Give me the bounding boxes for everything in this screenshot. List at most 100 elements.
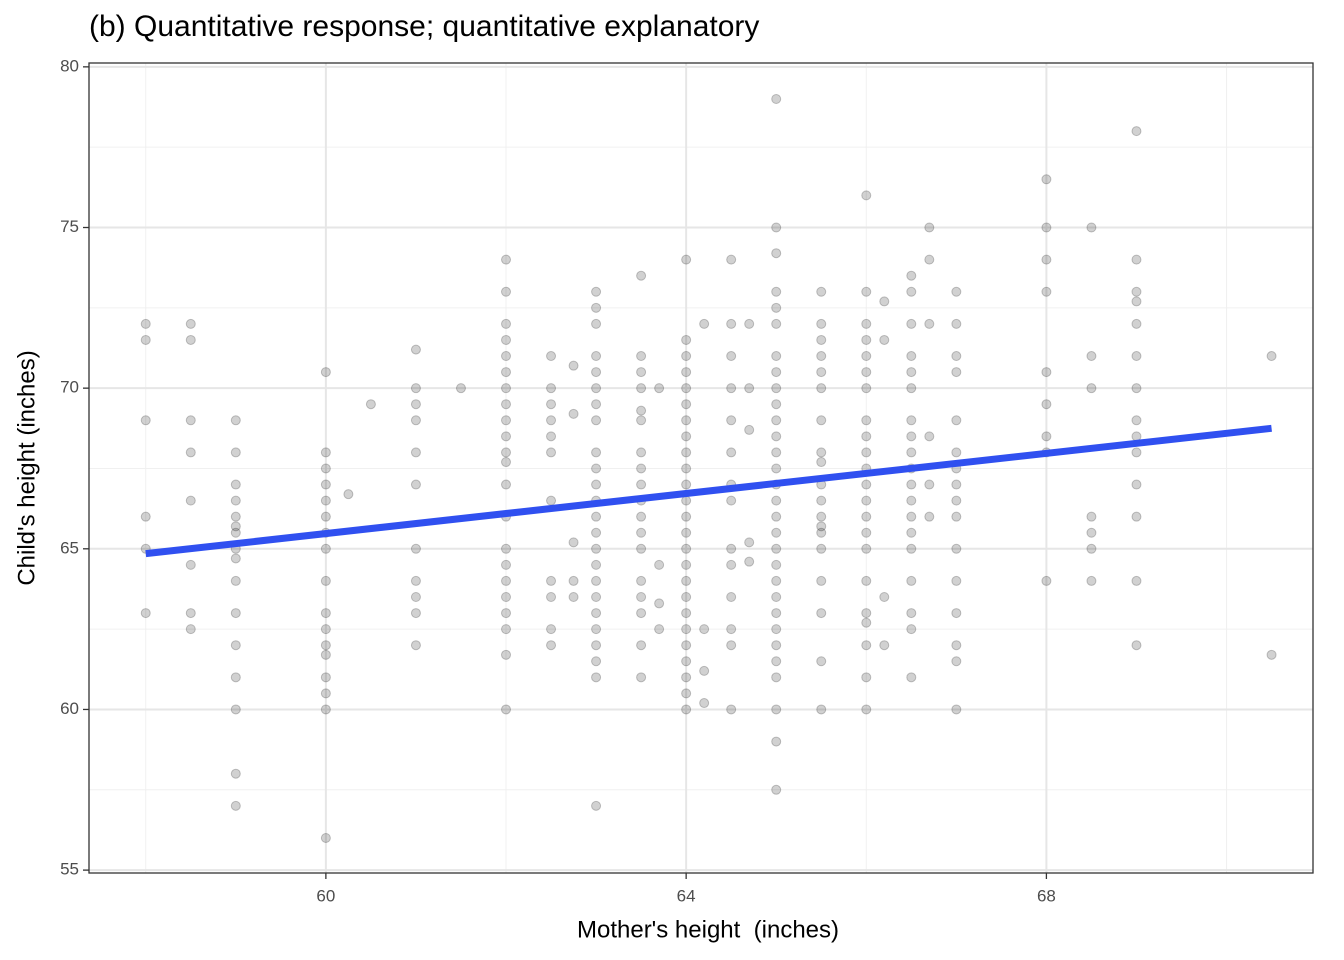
point [1131,511,1142,522]
point [501,254,512,265]
point [726,415,737,426]
point [861,318,872,329]
point [861,383,872,394]
y-tick-label: 75 [60,217,79,236]
point [771,608,782,619]
point [951,479,962,490]
point [591,608,602,619]
point [861,608,872,619]
point [185,318,196,329]
point [636,351,647,362]
point [681,688,692,699]
point [320,649,331,660]
point [343,489,354,500]
point [681,415,692,426]
point [951,447,962,458]
point [906,415,917,426]
point [816,543,827,554]
point [410,399,421,410]
point [230,672,241,683]
point [951,704,962,715]
point [771,367,782,378]
point [951,511,962,522]
point [771,704,782,715]
point [816,656,827,667]
point [591,415,602,426]
point [924,511,935,522]
point [681,463,692,474]
point [1131,286,1142,297]
point [591,383,602,394]
point [906,624,917,635]
point [816,351,827,362]
point [771,286,782,297]
point [501,431,512,442]
point [320,479,331,490]
grid [89,63,1313,873]
point [681,334,692,345]
point [861,286,872,297]
point [636,672,647,683]
x-tick-label: 68 [1037,886,1056,905]
point [726,447,737,458]
point [1086,511,1097,522]
point [924,479,935,490]
point [726,495,737,506]
point [636,479,647,490]
point [455,383,466,394]
point [1131,126,1142,137]
point [230,800,241,811]
point [879,592,890,603]
point [906,479,917,490]
point [726,640,737,651]
point [771,784,782,795]
point [744,556,755,567]
point [230,511,241,522]
point [816,318,827,329]
point [320,543,331,554]
point [861,527,872,538]
point [681,656,692,667]
y-tick-label: 60 [60,699,79,718]
point [726,592,737,603]
point [1266,649,1277,660]
point [816,527,827,538]
point [654,624,665,635]
point [591,624,602,635]
point [681,447,692,458]
point [140,318,151,329]
point [568,360,579,371]
point [320,832,331,843]
point [771,318,782,329]
point [771,399,782,410]
point [546,447,557,458]
point [501,415,512,426]
point [861,543,872,554]
point [230,527,241,538]
point [924,318,935,329]
point [591,511,602,522]
point [771,302,782,313]
point [861,431,872,442]
point [681,511,692,522]
point [861,575,872,586]
point [951,415,962,426]
point [681,495,692,506]
point [140,334,151,345]
point [816,495,827,506]
point [546,575,557,586]
point [771,463,782,474]
point [1131,447,1142,458]
point [185,447,196,458]
point [1086,575,1097,586]
point [861,511,872,522]
point [591,286,602,297]
point [591,463,602,474]
point [230,575,241,586]
point [951,286,962,297]
point [1131,318,1142,329]
point [230,415,241,426]
point [681,704,692,715]
point [1131,254,1142,265]
point [654,559,665,570]
